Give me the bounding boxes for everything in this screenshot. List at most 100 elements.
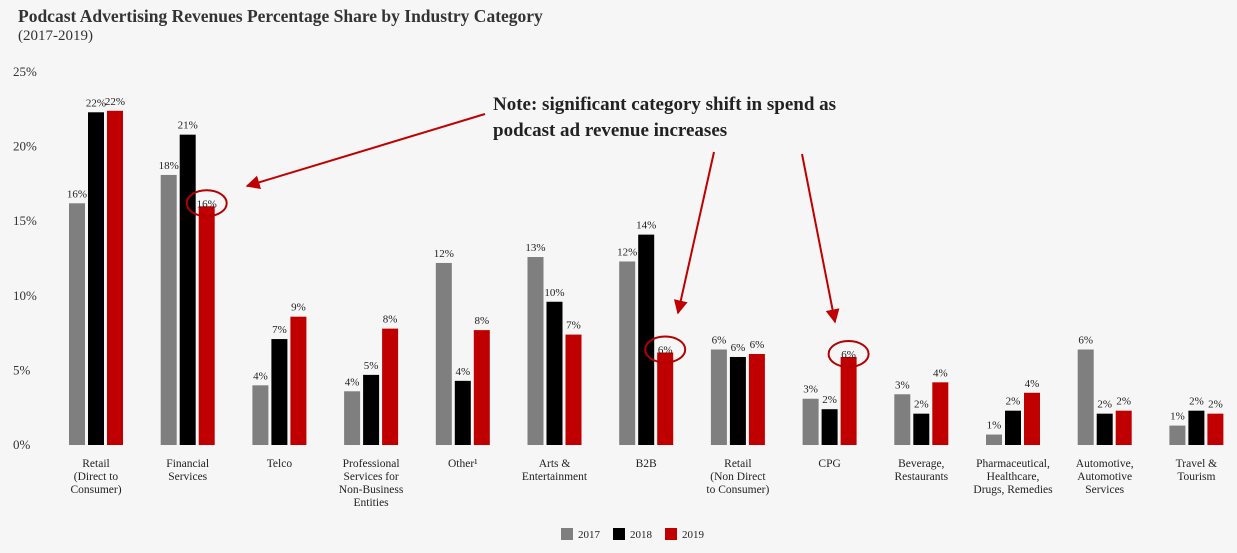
legend-label: 2019 xyxy=(682,529,705,541)
bar-2019 xyxy=(1207,413,1224,445)
bar-2019 xyxy=(657,352,674,445)
annotation-arrow-b2b xyxy=(673,151,715,315)
chart-title: Podcast Advertising Revenues Percentage … xyxy=(18,6,543,26)
bar-2019 xyxy=(1115,410,1132,445)
category-label: Professional Services for Non-Business Enti… xyxy=(339,458,404,509)
bar-2019 xyxy=(840,356,857,445)
data-label: 4% xyxy=(253,370,268,382)
data-label: 1% xyxy=(987,420,1002,432)
y-tick-label: 25% xyxy=(13,64,37,79)
bar-2018 xyxy=(454,380,471,445)
legend-swatch-2018 xyxy=(613,528,625,540)
data-label: 7% xyxy=(566,320,581,332)
y-tick-label: 0% xyxy=(13,437,31,452)
data-label: 16% xyxy=(67,188,87,200)
chart-subtitle: (2017-2019) xyxy=(18,28,93,44)
data-label: 1% xyxy=(1170,411,1185,423)
bar-2017 xyxy=(252,385,269,445)
bar-2017 xyxy=(619,261,636,445)
category-label: Retail (Direct to Consumer) xyxy=(70,458,121,496)
y-tick-label: 15% xyxy=(13,213,37,228)
data-label: 6% xyxy=(658,344,673,356)
data-label: 14% xyxy=(636,220,656,232)
bar-2017 xyxy=(986,434,1002,445)
data-label: 6% xyxy=(841,349,856,361)
bar-2017 xyxy=(1077,349,1094,445)
data-label: 2% xyxy=(1189,396,1204,408)
bar-2017 xyxy=(710,349,727,445)
bar-2017 xyxy=(802,398,819,445)
category-label: Travel & Tourism xyxy=(1176,458,1217,483)
data-label: 6% xyxy=(712,335,727,347)
category-label: Financial Services xyxy=(166,458,209,483)
bar-2017 xyxy=(344,391,361,445)
bar-2018 xyxy=(1096,413,1113,445)
data-label: 4% xyxy=(455,366,470,378)
legend-label: 2018 xyxy=(630,529,653,541)
data-label: 2% xyxy=(1097,399,1112,411)
bar-2017 xyxy=(435,262,452,445)
data-label: 2% xyxy=(1006,396,1021,408)
bar-2019 xyxy=(748,353,765,445)
data-label: 18% xyxy=(159,160,179,172)
data-label: 2% xyxy=(1116,396,1131,408)
category-label: Automotive, Automotive Services xyxy=(1076,458,1134,496)
bar-2017 xyxy=(527,257,544,445)
y-tick-label: 20% xyxy=(13,139,37,154)
bar-2017 xyxy=(894,394,911,445)
data-label: 16% xyxy=(197,198,217,210)
data-label: 7% xyxy=(272,324,287,336)
data-label: 4% xyxy=(345,376,360,388)
bar-2018 xyxy=(363,374,380,445)
data-label: 12% xyxy=(434,248,454,260)
category-label: Telco xyxy=(267,458,293,470)
data-label: 5% xyxy=(364,360,379,372)
bar-2017 xyxy=(69,203,85,445)
annotation-line-2: podcast ad revenue increases xyxy=(493,120,727,141)
data-label: 22% xyxy=(86,97,106,109)
category-label: Pharmaceutical, Healthcare, Drugs, Remedie… xyxy=(973,458,1053,496)
data-label: 3% xyxy=(895,379,910,391)
category-label: B2B xyxy=(636,458,657,470)
data-label: 4% xyxy=(1025,378,1040,390)
data-label: 13% xyxy=(525,242,545,254)
category-label: CPG xyxy=(818,458,840,470)
data-label: 6% xyxy=(1078,335,1093,347)
category-label: Retail (Non Direct to Consumer) xyxy=(706,458,769,496)
legend-swatch-2019 xyxy=(665,528,677,540)
bar-2019 xyxy=(107,110,123,446)
bar-2018 xyxy=(1005,410,1021,445)
y-tick-label: 10% xyxy=(13,288,37,303)
legend: 2017 2018 2019 xyxy=(561,528,705,541)
legend-swatch-2017 xyxy=(561,528,573,540)
data-label: 8% xyxy=(474,315,489,327)
highlight-circle xyxy=(644,335,687,364)
data-label: 3% xyxy=(803,384,818,396)
bar-2017 xyxy=(160,174,177,445)
category-label: Other¹ xyxy=(448,458,478,470)
category-labels: Retail (Direct to Consumer) Financial Servic… xyxy=(70,458,1217,509)
data-label: 2% xyxy=(1208,399,1223,411)
annotation-arrow-cpg xyxy=(801,153,840,324)
bar-2018 xyxy=(88,112,104,445)
y-axis: 0% 5% 10% 15% 20% 25% xyxy=(13,64,37,452)
bar-2018 xyxy=(546,301,563,445)
bar-2018 xyxy=(638,234,655,445)
bar-2019 xyxy=(290,316,307,445)
data-label: 10% xyxy=(544,287,564,299)
bar-2018 xyxy=(271,339,288,445)
bar-2019 xyxy=(198,206,215,445)
annotation-line-1: Note: significant category shift in spen… xyxy=(493,94,836,115)
y-tick-label: 5% xyxy=(13,362,31,377)
bar-2019 xyxy=(473,330,490,445)
data-label: 6% xyxy=(750,339,765,351)
data-label: 2% xyxy=(822,394,837,406)
highlight-circle xyxy=(185,189,228,218)
category-label: Beverage, Restaurants xyxy=(894,458,948,483)
bar-2018 xyxy=(913,413,930,445)
bar-2018 xyxy=(729,356,746,445)
bar-2019 xyxy=(565,334,582,445)
highlight-circle xyxy=(827,339,870,368)
